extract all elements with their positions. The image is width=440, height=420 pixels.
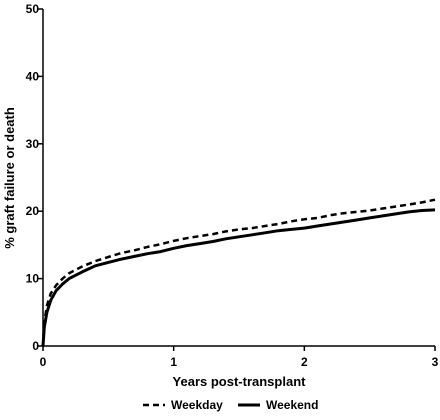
legend-label-weekend: Weekend bbox=[266, 398, 318, 412]
series-line-weekday bbox=[41, 198, 436, 347]
series-lines bbox=[41, 198, 436, 347]
x-tick-label: 0 bbox=[40, 355, 47, 369]
y-axis-title: % graft failure or death bbox=[2, 107, 17, 249]
x-tick-label: 2 bbox=[301, 355, 308, 369]
x-tick-label: 3 bbox=[432, 355, 439, 369]
y-tick-label: 30 bbox=[26, 137, 40, 151]
series-line-weekend bbox=[41, 208, 436, 347]
y-tick-label: 0 bbox=[32, 339, 39, 353]
axes: 0 10 20 30 40 50 0 1 2 3 bbox=[26, 2, 439, 369]
y-tick-label: 50 bbox=[26, 2, 40, 16]
y-tick-label: 40 bbox=[26, 69, 40, 83]
legend-label-weekday: Weekday bbox=[171, 398, 223, 412]
y-tick-label: 20 bbox=[26, 204, 40, 218]
y-tick-label: 10 bbox=[26, 272, 40, 286]
x-axis-title: Years post-transplant bbox=[173, 374, 307, 389]
legend: Weekday Weekend bbox=[143, 398, 318, 412]
x-tick-label: 1 bbox=[170, 355, 177, 369]
